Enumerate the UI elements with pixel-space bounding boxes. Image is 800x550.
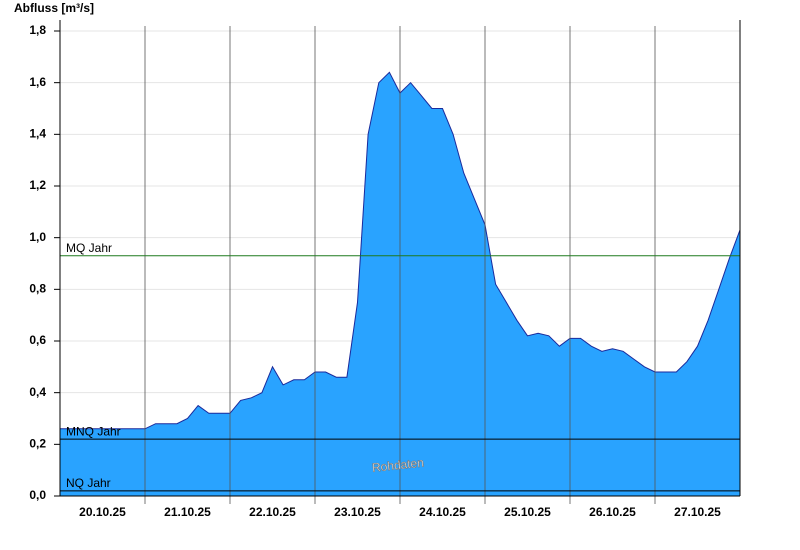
x-tick-label: 24.10.25 [419, 505, 466, 519]
y-tick-label: 0,4 [29, 385, 46, 399]
y-tick-label: 1,2 [29, 178, 46, 192]
x-tick-label: 23.10.25 [334, 505, 381, 519]
y-tick-label: 1,8 [29, 23, 46, 37]
y-axis-label: Abfluss [m³/s] [14, 1, 94, 15]
reference-label: NQ Jahr [66, 476, 111, 490]
y-tick-label: 0,0 [29, 488, 46, 502]
y-tick-label: 0,6 [29, 333, 46, 347]
watermark: Rohdaten [371, 455, 424, 474]
reference-label: MNQ Jahr [66, 424, 121, 438]
x-tick-label: 25.10.25 [504, 505, 551, 519]
x-tick-label: 26.10.25 [589, 505, 636, 519]
x-tick-label: 20.10.25 [79, 505, 126, 519]
y-tick-label: 0,8 [29, 282, 46, 296]
y-tick-label: 1,6 [29, 75, 46, 89]
x-tick-label: 21.10.25 [164, 505, 211, 519]
reference-label: MQ Jahr [66, 241, 112, 255]
y-tick-label: 1,4 [29, 127, 46, 141]
y-tick-label: 1,0 [29, 230, 46, 244]
x-tick-label: 22.10.25 [249, 505, 296, 519]
x-tick-label: 27.10.25 [674, 505, 721, 519]
y-tick-label: 0,2 [29, 437, 46, 451]
